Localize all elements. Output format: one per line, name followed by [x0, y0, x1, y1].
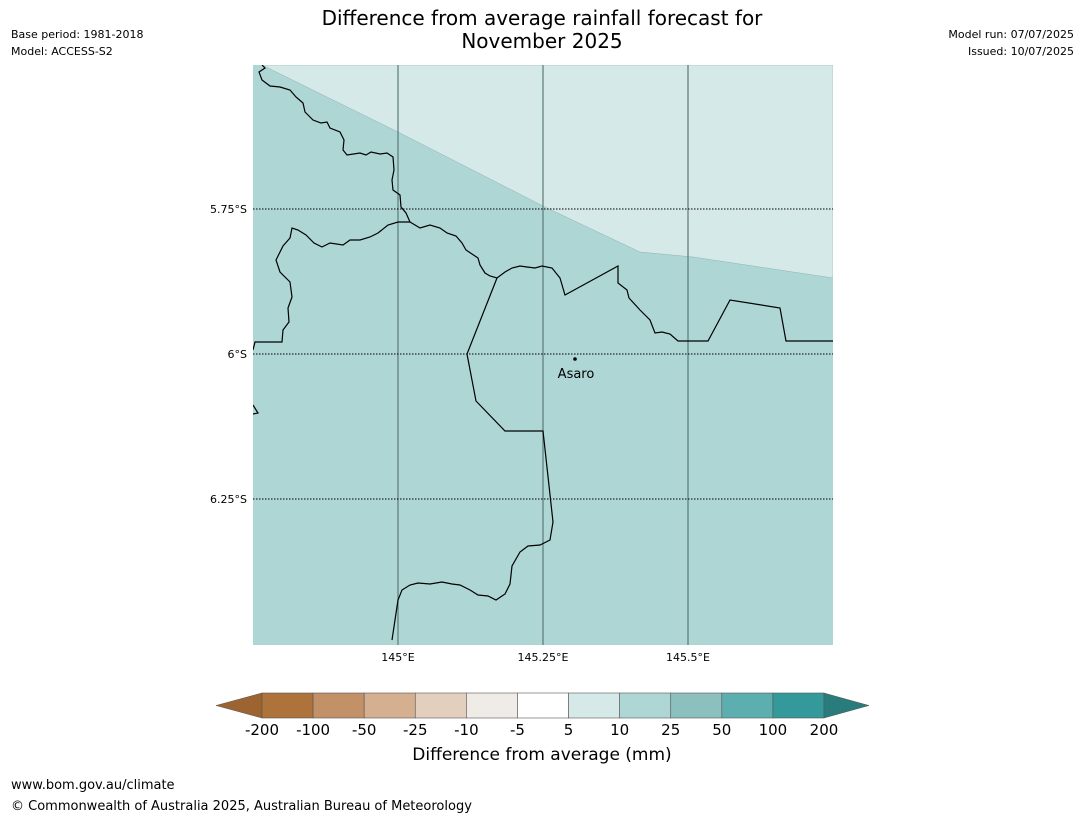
- colorbar-bin: [517, 692, 569, 719]
- colorbar-title: Difference from average (mm): [412, 745, 672, 765]
- colorbar: -200 -100 -50 -25 -10 -5 5 10 25 50 100 200: [215, 692, 870, 739]
- colorbar-tick-label: -10: [454, 721, 479, 739]
- colorbar-tick-label: -200: [245, 721, 279, 739]
- colorbar-tick-label: -50: [352, 721, 377, 739]
- colorbar-bin: [772, 692, 825, 719]
- colorbar-tick-label: 200: [810, 721, 839, 739]
- place-marker: [573, 357, 577, 361]
- lon-label: 145.5°E: [666, 651, 710, 664]
- colorbar-bin: [312, 692, 365, 719]
- colorbar-bin: [721, 692, 774, 719]
- footer: www.bom.gov.au/climate © Commonwealth of…: [11, 775, 472, 817]
- title-line-2: November 2025: [461, 29, 623, 53]
- colorbar-above-max-arrow: [823, 692, 870, 719]
- colorbar-tick-label: -5: [510, 721, 525, 739]
- colorbar-bin: [261, 692, 314, 719]
- colorbar-tick-label: 10: [610, 721, 629, 739]
- colorbar-tick-label: 5: [564, 721, 574, 739]
- longitude-lines: [397, 65, 689, 645]
- lat-label: 6°S: [228, 348, 247, 361]
- colorbar-tick-label: -25: [403, 721, 428, 739]
- colorbar-bin: [414, 692, 467, 719]
- base-period-text: Base period: 1981-2018: [11, 28, 144, 41]
- map-plot-area: [253, 65, 833, 645]
- colorbar-below-min-arrow: [215, 692, 263, 719]
- colorbar-tick-label: 50: [712, 721, 731, 739]
- colorbar-tick-label: 25: [661, 721, 680, 739]
- lat-label: 5.75°S: [210, 203, 247, 216]
- footer-url: www.bom.gov.au/climate: [11, 778, 175, 793]
- latitude-lines: [253, 208, 833, 500]
- province-borders: [253, 65, 833, 641]
- border-middle: [409, 221, 833, 342]
- forecast-band-5-10: [261, 65, 833, 279]
- border-west-fragment: [253, 404, 259, 415]
- colorbar-bin: [363, 692, 416, 719]
- colorbar-bin: [568, 692, 620, 719]
- model-run-text: Model run: 07/07/2025: [948, 28, 1074, 41]
- issued-text: Issued: 10/07/2025: [967, 45, 1074, 58]
- footer-copyright: © Commonwealth of Australia 2025, Austra…: [11, 799, 472, 814]
- title-line-1: Difference from average rainfall forecas…: [321, 6, 763, 30]
- map-title: Difference from average rainfall forecas…: [242, 7, 842, 53]
- colorbar-bin: [619, 692, 672, 719]
- model-text: Model: ACCESS-S2: [11, 45, 113, 58]
- border-north: [253, 65, 411, 351]
- run-info: Model run: 07/07/2025 Issued: 10/07/2025: [948, 26, 1074, 60]
- border-south: [391, 277, 554, 641]
- lat-label: 6.25°S: [210, 493, 247, 506]
- colorbar-bin: [670, 692, 723, 719]
- colorbar-tick-label: -100: [296, 721, 330, 739]
- colorbar-tick-label: 100: [759, 721, 788, 739]
- model-info: Base period: 1981-2018 Model: ACCESS-S2: [11, 26, 143, 60]
- place-label: Asaro: [558, 367, 595, 382]
- lon-label: 145°E: [381, 651, 414, 664]
- lon-label: 145.25°E: [518, 651, 569, 664]
- colorbar-bin: [466, 692, 518, 719]
